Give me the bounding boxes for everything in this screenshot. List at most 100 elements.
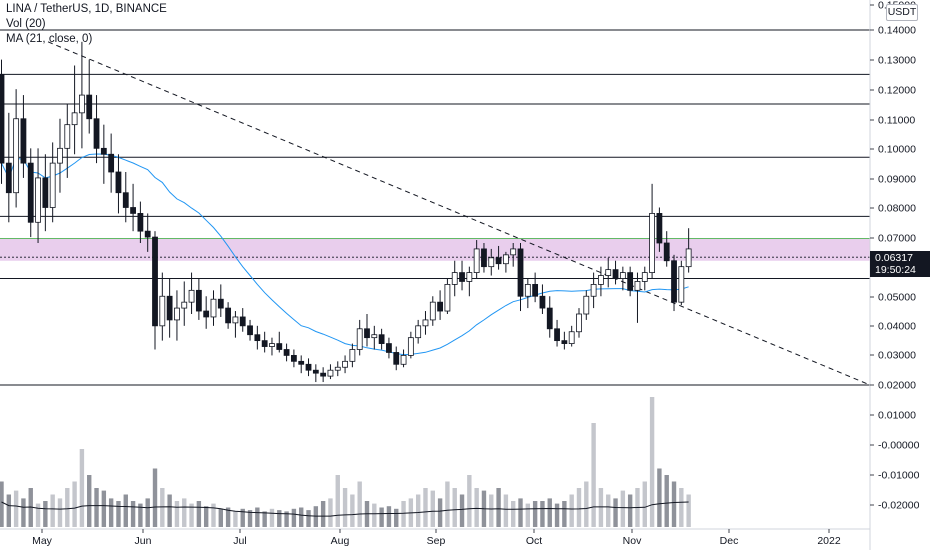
candle-body [239, 316, 246, 327]
candle-body [290, 355, 297, 362]
volume-bar [569, 494, 574, 527]
volume-bar [401, 501, 406, 527]
candle-body [327, 369, 334, 377]
price-tick-label: 0.10000 [878, 144, 916, 156]
volume-bar [613, 498, 618, 527]
candle-body [532, 284, 539, 297]
volume-bar [532, 501, 538, 527]
candle-body [254, 334, 261, 342]
candle-body [510, 248, 517, 256]
volume-bar [211, 503, 216, 527]
candle-body [495, 257, 502, 265]
volume-bar [152, 468, 158, 527]
candle-body [451, 272, 458, 285]
volume-indicator-label[interactable]: Vol (20) [6, 18, 46, 30]
candle-body [671, 260, 677, 303]
ma-21-line [1, 153, 689, 356]
price-axis[interactable]: 0.150000.140000.130000.120000.110000.100… [870, 0, 920, 512]
currency-badge[interactable]: USDT [886, 4, 918, 21]
candle-body [166, 295, 173, 321]
volume-bar [233, 511, 238, 527]
candle-body [356, 328, 363, 350]
candle-body [386, 343, 392, 353]
candle-body [400, 355, 407, 365]
volume-bar [0, 481, 4, 527]
volume-bar [6, 494, 12, 527]
candle-body [349, 349, 356, 362]
candle-body [320, 372, 327, 377]
candle-body [276, 343, 283, 350]
candle-body [312, 369, 319, 374]
candle-body [144, 230, 151, 238]
candle-body [174, 307, 180, 321]
descending-trendline [47, 41, 871, 386]
candle-body [247, 325, 253, 336]
time-axis[interactable]: May Jun Jul Aug Sep Oct Nov Dec 2022 [0, 528, 870, 547]
candle-body [122, 192, 129, 208]
candle-body [181, 301, 188, 309]
bar-countdown: 19:50:24 [870, 264, 930, 277]
candle-body [5, 162, 12, 194]
candle-body [371, 334, 378, 339]
candles [0, 41, 692, 383]
candle-body [261, 340, 268, 347]
price-tick-label: 0.05000 [878, 292, 916, 304]
candle-body [546, 307, 553, 330]
candle-body [576, 313, 582, 333]
moving-average-line [1, 153, 689, 356]
volume-bar [116, 501, 121, 527]
trendline [47, 41, 871, 386]
volume-bar [130, 501, 136, 527]
volume-bar [576, 488, 582, 527]
candle-body [649, 213, 655, 273]
candle-body [459, 272, 465, 282]
candle-body [13, 118, 20, 194]
symbol-title[interactable]: LINA / TetherUS, 1D, BINANCE [6, 3, 167, 15]
volume-bar [174, 501, 180, 527]
candle-body [641, 272, 648, 282]
volume-bar [350, 494, 355, 527]
time-tick-label: Nov [623, 535, 642, 547]
candle-body [108, 153, 115, 173]
candle-body [561, 340, 568, 344]
volume-bar [664, 475, 669, 527]
candle-body [612, 269, 619, 279]
candle-body [627, 272, 634, 291]
volume-bar [35, 503, 41, 527]
volume-bar [386, 506, 392, 527]
candle-body [415, 325, 422, 339]
candle-body [342, 360, 348, 368]
time-tick-label: 2022 [817, 535, 841, 547]
volume-bar [598, 488, 604, 527]
candle-body [27, 162, 34, 223]
volume-bar [87, 475, 92, 527]
candle-body [517, 248, 524, 297]
candle-body [656, 213, 663, 244]
volume-bar [189, 503, 194, 527]
candle-body [590, 284, 597, 297]
volume-bar [145, 498, 150, 527]
volume-bar [496, 488, 501, 527]
ma-indicator-label[interactable]: MA (21, close, 0) [6, 33, 93, 45]
volume-bar [379, 507, 384, 527]
volume-bar [240, 508, 245, 527]
volume-ma-line [1, 501, 689, 517]
candle-body [678, 266, 685, 303]
volume-bar [415, 494, 421, 527]
candle-body [539, 295, 546, 309]
volume-bar [372, 503, 377, 527]
candle-body [378, 334, 385, 344]
volume-bar [160, 488, 165, 527]
price-tick-label: 0.08000 [878, 203, 916, 215]
volume-bar [196, 501, 202, 527]
time-tick-label: Sep [427, 535, 446, 547]
candle-body [466, 272, 473, 282]
volume-bar [57, 498, 63, 527]
candle-body [100, 147, 107, 155]
price-tick-label: -0.02000 [878, 500, 920, 512]
volume-bar [247, 510, 253, 527]
volume-bar [679, 488, 684, 527]
price-tick-label: 0.02000 [878, 380, 916, 392]
candle-body [42, 177, 49, 208]
